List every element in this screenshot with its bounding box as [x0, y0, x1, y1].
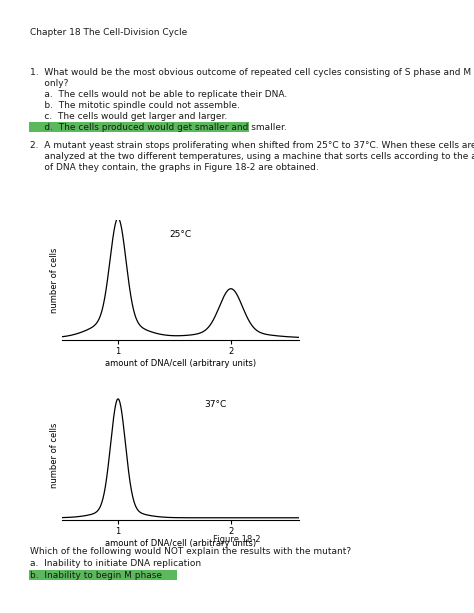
Text: c.  The cells would get larger and larger.: c. The cells would get larger and larger… — [30, 112, 227, 121]
Text: Which of the following would NOT explain the results with the mutant?: Which of the following would NOT explain… — [30, 547, 351, 556]
FancyBboxPatch shape — [29, 122, 249, 132]
Text: 37°C: 37°C — [205, 400, 227, 409]
Text: Chapter 18 The Cell-Division Cycle: Chapter 18 The Cell-Division Cycle — [30, 28, 187, 37]
X-axis label: amount of DNA/cell (arbitrary units): amount of DNA/cell (arbitrary units) — [105, 539, 255, 548]
Text: of DNA they contain, the graphs in Figure 18-2 are obtained.: of DNA they contain, the graphs in Figur… — [30, 163, 319, 172]
FancyBboxPatch shape — [29, 570, 177, 580]
Text: 2.  A mutant yeast strain stops proliferating when shifted from 25°C to 37°C. Wh: 2. A mutant yeast strain stops prolifera… — [30, 141, 474, 150]
Text: only?: only? — [30, 79, 68, 88]
Text: a.  The cells would not be able to replicate their DNA.: a. The cells would not be able to replic… — [30, 90, 287, 99]
Y-axis label: number of cells: number of cells — [50, 422, 59, 488]
X-axis label: amount of DNA/cell (arbitrary units): amount of DNA/cell (arbitrary units) — [105, 359, 255, 368]
Text: 25°C: 25°C — [169, 230, 191, 238]
Text: Figure 18-2: Figure 18-2 — [213, 535, 261, 544]
Text: b.  Inability to begin M phase: b. Inability to begin M phase — [30, 571, 162, 580]
Text: d.  The cells produced would get smaller and smaller.: d. The cells produced would get smaller … — [30, 123, 287, 132]
Text: analyzed at the two different temperatures, using a machine that sorts cells acc: analyzed at the two different temperatur… — [30, 152, 474, 161]
Y-axis label: number of cells: number of cells — [50, 247, 59, 313]
Text: a.  Inability to initiate DNA replication: a. Inability to initiate DNA replication — [30, 559, 201, 568]
Text: b.  The mitotic spindle could not assemble.: b. The mitotic spindle could not assembl… — [30, 101, 240, 110]
Text: 1.  What would be the most obvious outcome of repeated cell cycles consisting of: 1. What would be the most obvious outcom… — [30, 68, 474, 77]
